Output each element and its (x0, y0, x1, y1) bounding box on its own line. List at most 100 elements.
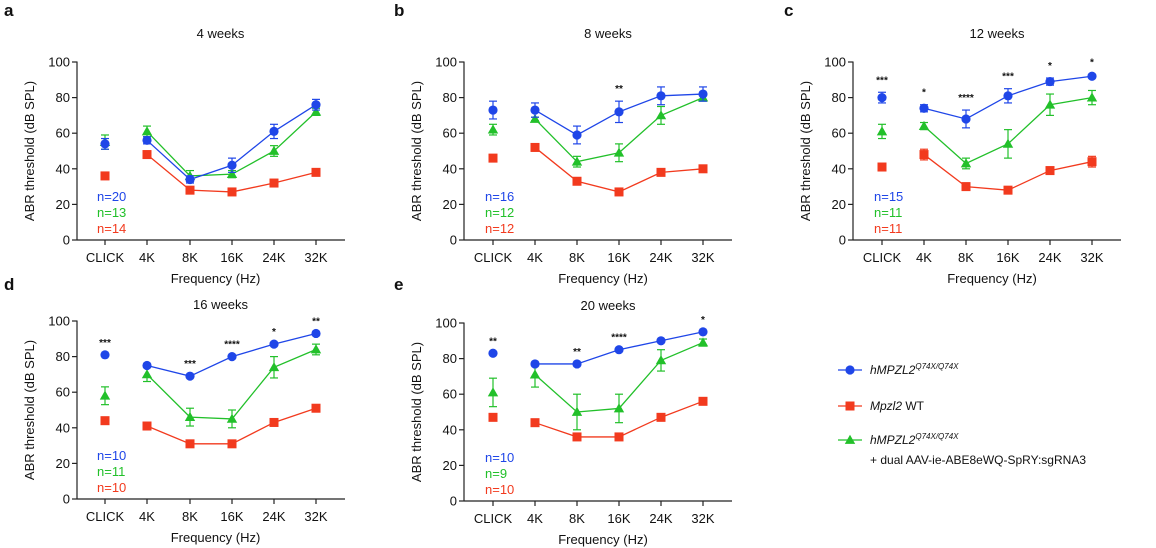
data-point-circle (698, 327, 708, 337)
significance-marker: ** (312, 316, 320, 327)
data-point-square (142, 421, 152, 431)
panel-label: c (784, 1, 793, 20)
x-tick-label: 32K (1080, 250, 1103, 265)
x-tick-label: 4K (527, 250, 543, 265)
legend-label-line2: + dual AAV-ie-ABE8eWQ-SpRY:sgRNA3 (870, 453, 1086, 467)
x-tick-label: CLICK (474, 511, 513, 526)
x-axis-label: Frequency (Hz) (558, 532, 648, 547)
y-tick-label: 100 (48, 55, 70, 70)
data-point-triangle (697, 337, 709, 347)
data-point-square (269, 417, 279, 427)
data-point-circle (961, 114, 971, 124)
x-tick-label: CLICK (86, 509, 125, 524)
y-tick-label: 0 (450, 233, 457, 248)
series-red (488, 142, 708, 197)
x-tick-label: 16K (996, 250, 1019, 265)
data-point-square (656, 167, 666, 177)
y-tick-label: 60 (56, 126, 70, 141)
y-axis-label: ABR threshold (dB SPL) (798, 81, 813, 221)
data-point-circle (614, 345, 624, 355)
x-tick-label: 8K (182, 250, 198, 265)
n-label-blue: n=15 (874, 189, 903, 204)
data-point-square (311, 167, 321, 177)
y-tick-label: 40 (443, 422, 457, 437)
series-blue (100, 328, 321, 381)
x-tick-label: 16K (220, 509, 243, 524)
series-red (100, 403, 321, 449)
data-point-circle (572, 130, 582, 140)
x-tick-label: 8K (569, 250, 585, 265)
data-point-triangle (99, 390, 111, 400)
y-tick-label: 20 (832, 197, 846, 212)
y-tick-label: 0 (450, 494, 457, 509)
y-tick-label: 0 (63, 233, 70, 248)
data-point-square (877, 162, 887, 172)
n-label-blue: n=10 (485, 450, 514, 465)
data-point-circle (698, 89, 708, 99)
data-point-square (488, 412, 498, 422)
data-point-triangle (226, 168, 238, 179)
x-tick-label: CLICK (86, 250, 125, 265)
data-point-circle (269, 126, 279, 137)
x-tick-label: 16K (607, 511, 630, 526)
series-green (876, 89, 1098, 170)
data-point-triangle (141, 126, 153, 136)
data-point-circle (488, 105, 498, 115)
x-tick-label: 16K (220, 250, 243, 265)
data-point-circle (185, 371, 195, 381)
data-point-triangle (655, 110, 667, 120)
data-point-triangle (613, 147, 625, 157)
data-point-square (656, 412, 666, 422)
data-point-triangle (876, 126, 888, 136)
x-tick-label: 32K (691, 511, 714, 526)
data-point-triangle (1044, 99, 1056, 109)
y-tick-label: 80 (443, 351, 457, 366)
n-label-red: n=11 (874, 221, 902, 236)
data-point-square (1087, 157, 1097, 167)
data-point-square (100, 416, 110, 426)
data-point-square (572, 176, 582, 186)
series-red (488, 396, 708, 442)
data-point-triangle (310, 106, 322, 116)
significance-marker: ** (573, 347, 581, 358)
significance-marker: * (922, 88, 926, 99)
data-point-triangle (571, 406, 583, 416)
x-tick-label: 24K (262, 250, 285, 265)
y-tick-label: 100 (48, 314, 70, 329)
y-tick-label: 60 (443, 126, 457, 141)
data-point-circle (269, 339, 279, 349)
data-point-square (530, 142, 540, 152)
y-tick-label: 60 (443, 387, 457, 402)
x-tick-label: 32K (691, 250, 714, 265)
data-point-square (614, 187, 624, 197)
y-tick-label: 100 (435, 316, 457, 331)
data-point-circle (1087, 71, 1097, 81)
data-point-square (227, 439, 237, 449)
x-tick-label: 32K (304, 250, 327, 265)
data-point-square (919, 150, 929, 160)
y-tick-label: 40 (56, 420, 70, 435)
panel-d: d 16 weeks 0 20 40 60 80 100 CLICK 4K 8K 16K 24K 32K F… (4, 275, 345, 545)
y-axis-label: ABR threshold (dB SPL) (409, 81, 424, 221)
n-label-green: n=12 (485, 205, 514, 220)
x-tick-label: 4K (527, 511, 543, 526)
data-point-circle (311, 100, 321, 110)
x-axis-label: Frequency (Hz) (171, 530, 261, 545)
y-tick-label: 40 (443, 161, 457, 176)
significance-marker: **** (611, 333, 627, 344)
data-point-square (698, 396, 708, 406)
panels: a 4 weeks 0 20 40 60 80 100 CLICK 4K 8K 16K 24K 32K Fr… (4, 1, 1121, 547)
significance-marker: *** (99, 338, 111, 349)
data-point-triangle (184, 411, 196, 422)
y-tick-label: 0 (839, 233, 846, 248)
data-point-triangle (226, 413, 238, 423)
panel-title: 8 weeks (584, 26, 632, 41)
n-label-red: n=12 (485, 221, 514, 236)
significance-marker: *** (1002, 72, 1014, 83)
significance-marker: * (1090, 57, 1094, 68)
series-blue (488, 327, 708, 369)
data-point-square (488, 153, 498, 163)
data-point-square (227, 187, 237, 197)
data-point-triangle (613, 403, 625, 413)
data-point-square (185, 185, 195, 195)
